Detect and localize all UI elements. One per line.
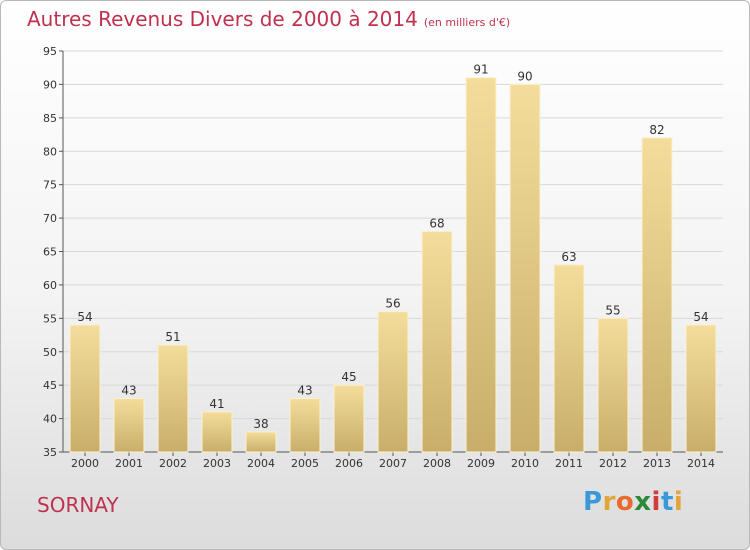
bar xyxy=(641,137,673,453)
bar-value-label: 38 xyxy=(253,417,268,431)
bar-value-label: 54 xyxy=(693,310,708,324)
x-tick-label: 2012 xyxy=(599,457,627,470)
bar xyxy=(685,324,717,453)
bar xyxy=(157,344,189,453)
x-tick-label: 2002 xyxy=(159,457,187,470)
bar-value-label: 41 xyxy=(209,397,224,411)
y-tick-label: 85 xyxy=(43,112,57,125)
logo-letter: i xyxy=(651,487,661,517)
bar-value-label: 91 xyxy=(473,63,488,77)
x-tick-label: 2011 xyxy=(555,457,583,470)
y-tick-label: 60 xyxy=(43,279,57,292)
logo-letter: o xyxy=(615,487,635,517)
chart-subtitle: (en milliers d'€) xyxy=(423,16,511,29)
logo-letter: t xyxy=(660,487,674,517)
x-tick-label: 2009 xyxy=(467,457,495,470)
labels: 35 40 45 50 55 60 65 70 75 80 85 90 95 54 2000 43 2001 51… xyxy=(43,45,715,470)
x-tick-label: 2008 xyxy=(423,457,451,470)
y-tick-label: 75 xyxy=(43,179,57,192)
bar xyxy=(245,431,277,453)
city-name: SORNAY xyxy=(37,493,119,517)
chart-title-text: Autres Revenus Divers de 2000 à 2014 xyxy=(27,7,418,31)
x-tick-label: 2005 xyxy=(291,457,319,470)
bar xyxy=(465,77,497,453)
bar xyxy=(69,324,101,453)
bar-value-label: 43 xyxy=(121,384,136,398)
x-tick-label: 2006 xyxy=(335,457,363,470)
y-tick-label: 55 xyxy=(43,312,57,325)
logo-letter: x xyxy=(634,487,652,517)
x-tick-label: 2010 xyxy=(511,457,539,470)
y-tick-label: 90 xyxy=(43,78,57,91)
y-tick-label: 50 xyxy=(43,346,57,359)
bar-value-label: 43 xyxy=(297,384,312,398)
x-tick-label: 2007 xyxy=(379,457,407,470)
bar-value-label: 68 xyxy=(429,216,444,230)
logo-letter: r xyxy=(602,487,616,517)
x-tick-label: 2004 xyxy=(247,457,275,470)
bar-value-label: 55 xyxy=(605,303,620,317)
bar xyxy=(377,311,409,453)
x-tick-label: 2014 xyxy=(687,457,715,470)
y-tick-label: 70 xyxy=(43,212,57,225)
bar-value-label: 54 xyxy=(77,310,92,324)
x-tick-label: 2003 xyxy=(203,457,231,470)
bar-value-label: 56 xyxy=(385,297,400,311)
bar xyxy=(201,411,233,453)
y-tick-label: 65 xyxy=(43,246,57,259)
bar-value-label: 90 xyxy=(517,69,532,83)
y-tick-label: 40 xyxy=(43,413,57,426)
bar-value-label: 82 xyxy=(649,123,664,137)
bar xyxy=(553,264,585,453)
y-tick-label: 80 xyxy=(43,145,57,158)
bar xyxy=(509,83,541,453)
bar xyxy=(113,398,145,453)
y-tick-label: 35 xyxy=(43,446,57,459)
bar-value-label: 63 xyxy=(561,250,576,264)
bar xyxy=(597,317,629,453)
chart-title: Autres Revenus Divers de 2000 à 2014 (en … xyxy=(27,7,510,31)
logo-letter: P xyxy=(583,487,603,517)
bar-value-label: 45 xyxy=(341,370,356,384)
bar-value-label: 51 xyxy=(165,330,180,344)
x-tick-label: 2001 xyxy=(115,457,143,470)
bar xyxy=(421,230,453,453)
proxiti-logo: Proxiti xyxy=(583,487,683,517)
x-tick-label: 2013 xyxy=(643,457,671,470)
y-tick-label: 95 xyxy=(43,45,57,58)
bars xyxy=(69,77,717,453)
y-tick-label: 45 xyxy=(43,379,57,392)
x-tick-label: 2000 xyxy=(71,457,99,470)
bar xyxy=(289,398,321,453)
bar xyxy=(333,384,365,453)
logo-letter: i xyxy=(673,487,684,517)
